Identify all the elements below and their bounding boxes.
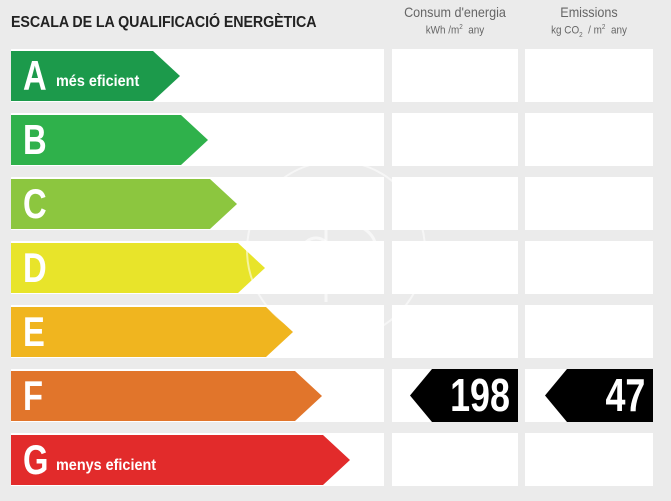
emissions-cell xyxy=(525,433,653,486)
consum-cell xyxy=(392,113,518,166)
rating-arrow-a: A més eficient xyxy=(11,51,180,101)
consum-title: Consum d'energia xyxy=(404,4,506,20)
consum-cell xyxy=(392,177,518,230)
emissions-cell xyxy=(525,305,653,358)
rating-letter: A xyxy=(23,52,47,99)
rating-arrow-c: C xyxy=(11,179,237,229)
rating-row-g: G menys eficient xyxy=(0,433,671,486)
consum-value: 198 xyxy=(450,369,511,421)
rating-arrow-g: G menys eficient xyxy=(11,435,350,485)
rating-row-b: B xyxy=(0,113,671,166)
emissions-cell xyxy=(525,241,653,294)
emissions-cell xyxy=(525,177,653,230)
consum-cell xyxy=(392,305,518,358)
rating-row-c: C xyxy=(0,177,671,230)
consum-value-badge: 198 xyxy=(410,369,518,422)
consum-unit: kWh /m2 any xyxy=(425,24,485,37)
rating-row-e: E xyxy=(0,305,671,358)
rating-row-a: A més eficient xyxy=(0,49,671,102)
emissions-header: Emissions kg CO2 / m2 any xyxy=(525,4,653,39)
rating-row-d: D xyxy=(0,241,671,294)
rating-letter: C xyxy=(23,180,47,227)
rating-letter: G xyxy=(23,436,49,483)
rating-letter: F xyxy=(23,372,44,419)
rating-label: més eficient xyxy=(56,73,140,90)
rating-arrow-e: E xyxy=(11,307,293,357)
rating-label: menys eficient xyxy=(56,457,157,474)
consum-cell xyxy=(392,49,518,102)
emissions-value-badge: 47 xyxy=(545,369,653,422)
page-title: ESCALA DE LA QUALIFICACIÓ ENERGÈTICA xyxy=(11,14,317,31)
emissions-value: 47 xyxy=(605,369,646,421)
consum-cell xyxy=(392,241,518,294)
consum-cell xyxy=(392,433,518,486)
rating-letter: B xyxy=(23,116,47,163)
emissions-unit: kg CO2 / m2 any xyxy=(551,24,627,39)
rating-arrow-b: B xyxy=(11,115,208,165)
consum-header: Consum d'energia kWh /m2 any xyxy=(392,4,518,37)
rating-letter: D xyxy=(23,244,47,291)
emissions-cell xyxy=(525,113,653,166)
rating-arrow-d: D xyxy=(11,243,265,293)
emissions-title: Emissions xyxy=(560,4,618,20)
emissions-cell xyxy=(525,49,653,102)
rating-arrow-f: F xyxy=(11,371,322,421)
rating-letter: E xyxy=(23,308,45,355)
